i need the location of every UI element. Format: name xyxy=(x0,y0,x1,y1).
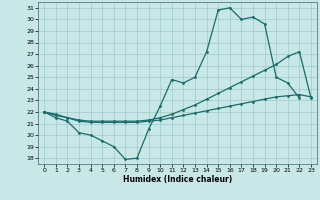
X-axis label: Humidex (Indice chaleur): Humidex (Indice chaleur) xyxy=(123,175,232,184)
